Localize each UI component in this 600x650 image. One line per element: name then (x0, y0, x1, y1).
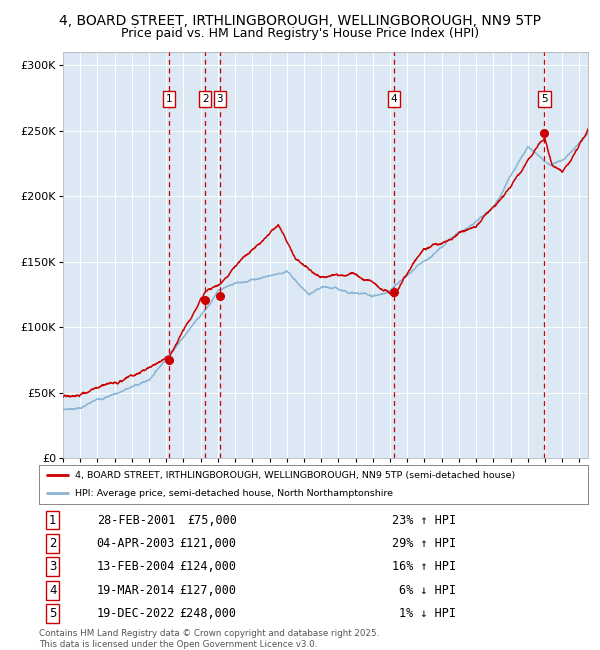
Text: 16% ↑ HPI: 16% ↑ HPI (392, 560, 456, 573)
Text: £75,000: £75,000 (187, 514, 236, 526)
Text: 04-APR-2003: 04-APR-2003 (97, 537, 175, 550)
Text: 4: 4 (49, 584, 56, 597)
Text: 2: 2 (49, 537, 56, 550)
Text: 13-FEB-2004: 13-FEB-2004 (97, 560, 175, 573)
Text: 1% ↓ HPI: 1% ↓ HPI (399, 607, 456, 620)
Text: HPI: Average price, semi-detached house, North Northamptonshire: HPI: Average price, semi-detached house,… (74, 489, 392, 498)
Text: 6% ↓ HPI: 6% ↓ HPI (399, 584, 456, 597)
Text: 1: 1 (166, 94, 172, 104)
Text: 4, BOARD STREET, IRTHLINGBOROUGH, WELLINGBOROUGH, NN9 5TP (semi-detached house): 4, BOARD STREET, IRTHLINGBOROUGH, WELLIN… (74, 471, 515, 480)
Text: 4, BOARD STREET, IRTHLINGBOROUGH, WELLINGBOROUGH, NN9 5TP: 4, BOARD STREET, IRTHLINGBOROUGH, WELLIN… (59, 14, 541, 29)
Text: 5: 5 (541, 94, 548, 104)
Text: £248,000: £248,000 (179, 607, 236, 620)
Text: Price paid vs. HM Land Registry's House Price Index (HPI): Price paid vs. HM Land Registry's House … (121, 27, 479, 40)
Text: £124,000: £124,000 (179, 560, 236, 573)
Text: 3: 3 (49, 560, 56, 573)
Text: 19-MAR-2014: 19-MAR-2014 (97, 584, 175, 597)
Text: 5: 5 (49, 607, 56, 620)
Text: 28-FEB-2001: 28-FEB-2001 (97, 514, 175, 526)
Text: 2: 2 (202, 94, 208, 104)
Text: 1: 1 (49, 514, 56, 526)
Text: Contains HM Land Registry data © Crown copyright and database right 2025.
This d: Contains HM Land Registry data © Crown c… (39, 629, 379, 649)
Text: 29% ↑ HPI: 29% ↑ HPI (392, 537, 456, 550)
Text: 23% ↑ HPI: 23% ↑ HPI (392, 514, 456, 526)
Text: 19-DEC-2022: 19-DEC-2022 (97, 607, 175, 620)
Text: 4: 4 (391, 94, 397, 104)
Text: £121,000: £121,000 (179, 537, 236, 550)
Text: 3: 3 (217, 94, 223, 104)
Text: £127,000: £127,000 (179, 584, 236, 597)
